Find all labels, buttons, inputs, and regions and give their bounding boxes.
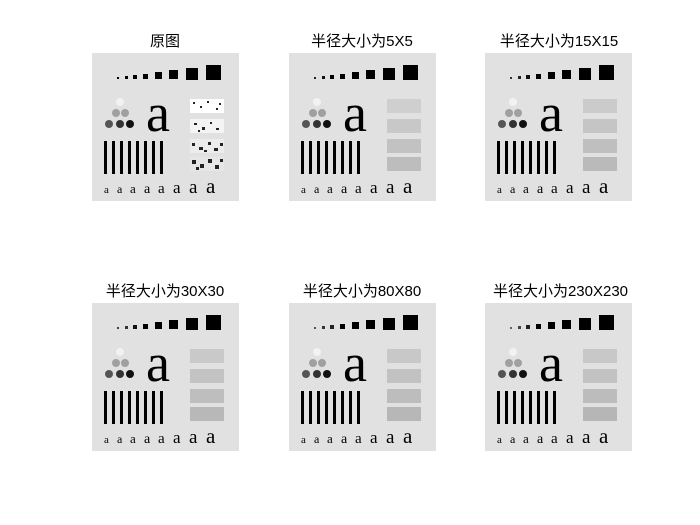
panel-title: 半径大小为30X30: [105, 283, 225, 300]
svg-text:a: a: [523, 431, 529, 446]
svg-text:a: a: [314, 432, 320, 446]
svg-text:a: a: [206, 174, 216, 198]
svg-text:a: a: [551, 431, 558, 447]
svg-text:a: a: [104, 184, 109, 196]
svg-text:a: a: [566, 178, 574, 197]
svg-text:a: a: [173, 178, 181, 197]
panel-title: 半径大小为80X80: [302, 283, 422, 300]
svg-text:a: a: [370, 178, 378, 197]
panel-title: 半径大小为5X5: [311, 33, 413, 50]
svg-text:a: a: [355, 431, 362, 447]
svg-text:a: a: [539, 83, 563, 143]
svg-text:a: a: [341, 182, 348, 197]
svg-text:a: a: [327, 431, 333, 446]
svg-text:a: a: [301, 434, 306, 446]
svg-text:a: a: [599, 424, 609, 448]
svg-text:a: a: [189, 427, 198, 448]
panel-title: 半径大小为230X230: [492, 283, 629, 300]
panel-title: 半径大小为15X15: [499, 33, 619, 50]
svg-text:a: a: [301, 184, 306, 196]
svg-text:a: a: [117, 432, 123, 446]
svg-text:a: a: [497, 184, 502, 196]
svg-text:a: a: [327, 181, 333, 196]
svg-text:a: a: [144, 182, 151, 197]
svg-text:a: a: [537, 432, 544, 447]
svg-text:a: a: [566, 428, 574, 447]
svg-text:a: a: [370, 428, 378, 447]
svg-text:a: a: [206, 424, 216, 448]
svg-text:a: a: [173, 428, 181, 447]
svg-text:a: a: [130, 181, 136, 196]
svg-text:a: a: [130, 431, 136, 446]
svg-text:a: a: [314, 182, 320, 196]
svg-text:a: a: [146, 333, 170, 393]
svg-text:a: a: [117, 182, 123, 196]
svg-text:a: a: [539, 333, 563, 393]
svg-text:a: a: [497, 434, 502, 446]
pattern-svg: a a a a a a a a: [104, 65, 224, 198]
svg-text:a: a: [189, 177, 198, 198]
svg-text:a: a: [403, 424, 413, 448]
svg-text:a: a: [599, 174, 609, 198]
svg-text:a: a: [510, 432, 516, 446]
svg-text:a: a: [386, 427, 395, 448]
large-letter: a: [146, 83, 170, 143]
svg-text:a: a: [386, 177, 395, 198]
svg-text:a: a: [341, 432, 348, 447]
svg-text:a: a: [551, 181, 558, 197]
svg-text:a: a: [523, 181, 529, 196]
svg-text:a: a: [582, 177, 591, 198]
svg-text:a: a: [158, 431, 165, 447]
svg-text:a: a: [158, 181, 165, 197]
panel-original: 原图 a: [90, 30, 240, 205]
test-pattern-image: a a a a a a a a: [92, 53, 239, 201]
svg-text:a: a: [355, 181, 362, 197]
svg-text:a: a: [510, 182, 516, 196]
svg-text:a: a: [104, 434, 109, 446]
svg-text:a: a: [582, 427, 591, 448]
svg-text:a: a: [343, 333, 367, 393]
svg-text:a: a: [537, 182, 544, 197]
svg-text:a: a: [343, 83, 367, 143]
panel-title: 原图: [149, 33, 180, 50]
svg-text:a: a: [144, 432, 151, 447]
svg-text:a: a: [403, 174, 413, 198]
